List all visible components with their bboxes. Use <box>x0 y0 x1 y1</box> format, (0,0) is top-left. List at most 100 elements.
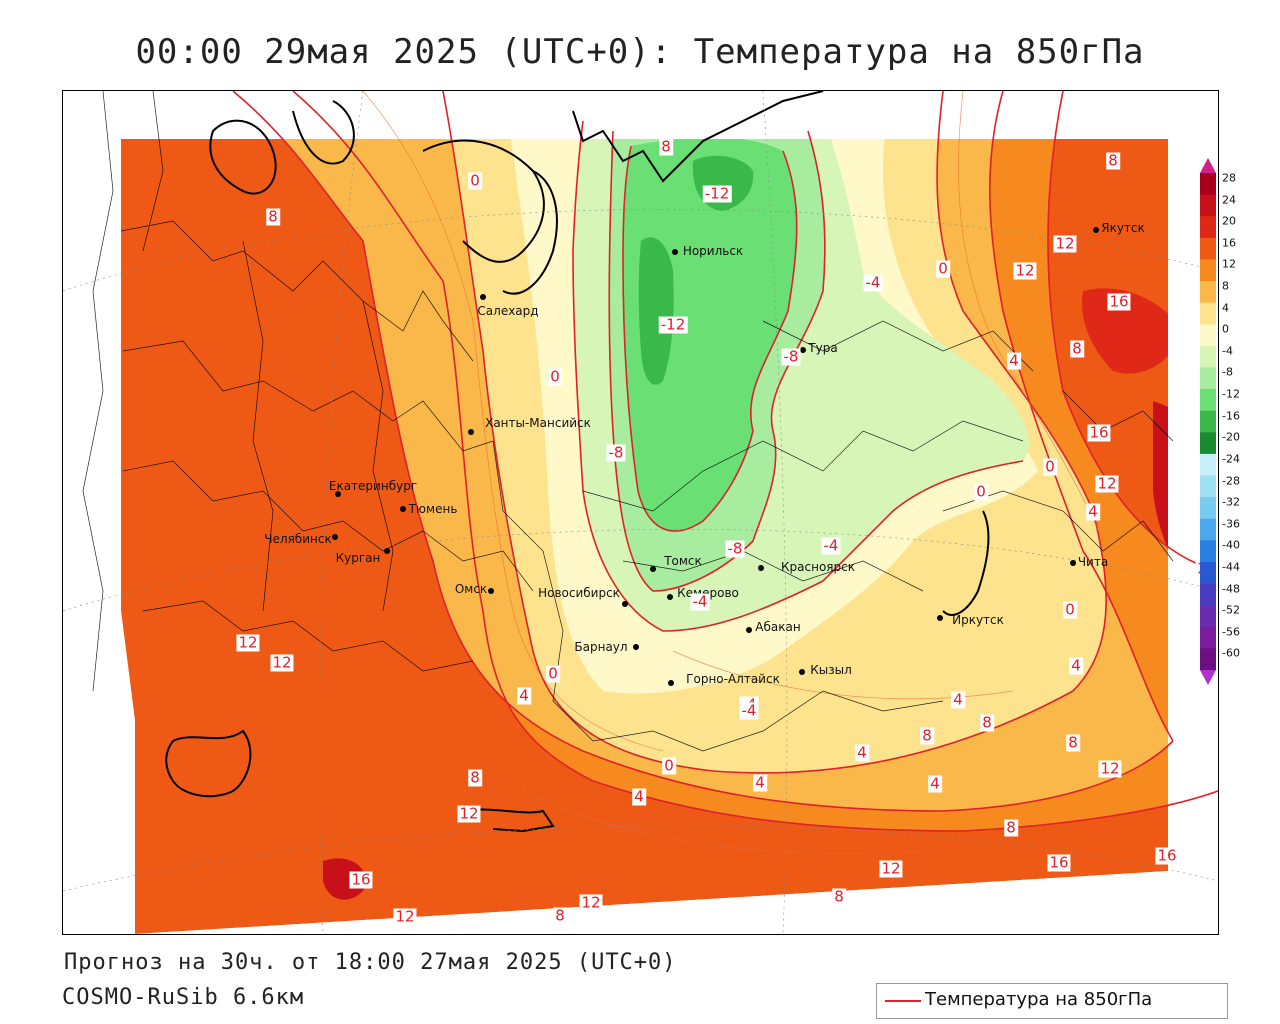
city-label: Барнаул <box>574 640 628 654</box>
colorbar-tick-label: -32 <box>1222 495 1240 509</box>
contour-label: 16 <box>1107 292 1131 311</box>
contour-label: 0 <box>468 171 482 190</box>
city-marker <box>488 588 494 594</box>
colorbar-tick-label: -36 <box>1222 517 1240 531</box>
colorbar-swatch <box>1200 410 1216 433</box>
colorbar-swatch <box>1200 475 1216 498</box>
colorbar-min-arrow <box>1200 670 1216 685</box>
contour-label: -8 <box>606 443 626 462</box>
colorbar-swatch <box>1200 194 1216 217</box>
city-marker <box>758 565 764 571</box>
colorbar-swatch <box>1200 497 1216 520</box>
colorbar-swatch <box>1200 259 1216 282</box>
colorbar-tick-label: -48 <box>1222 582 1240 596</box>
contour-label: -12 <box>702 184 732 203</box>
contour-label: 4 <box>1007 351 1021 370</box>
city-label: Абакан <box>755 620 801 634</box>
colorbar-tick-label: -40 <box>1222 538 1240 552</box>
contour-label: 4 <box>632 787 646 806</box>
colorbar-swatch <box>1200 453 1216 477</box>
colorbar-tick-label: -44 <box>1222 560 1240 574</box>
colorbar-swatches <box>1200 158 1216 685</box>
contour-label: -4 <box>690 592 710 611</box>
contour-label: 12 <box>579 893 603 912</box>
contour-label: 4 <box>517 686 531 705</box>
colorbar-tick-label: 16 <box>1222 236 1236 250</box>
colorbar-tick-label: -4 <box>1222 344 1233 358</box>
model-info: COSMO-RuSib 6.6км <box>62 985 305 1010</box>
contour-label: -4 <box>821 536 841 555</box>
city-label: Красноярск <box>781 560 855 574</box>
city-label: Кызыл <box>810 663 852 677</box>
city-marker <box>800 347 806 353</box>
city-marker <box>384 548 390 554</box>
colorbar-max-arrow <box>1200 158 1216 173</box>
contour-label: -4 <box>739 701 759 720</box>
city-label: Чита <box>1077 555 1109 569</box>
colorbar-tick-label: -56 <box>1222 625 1240 639</box>
colorbar <box>1200 158 1216 685</box>
city-marker <box>1070 560 1076 566</box>
contour-label: 4 <box>855 743 869 762</box>
city-marker <box>468 429 474 435</box>
contour-label: 0 <box>1063 600 1077 619</box>
city-label: Челябинск <box>264 532 332 546</box>
colorbar-tick-label: -12 <box>1222 387 1240 401</box>
contour-label: 16 <box>349 870 373 889</box>
colorbar-tick-label: 8 <box>1222 279 1229 293</box>
colorbar-tick-label: 4 <box>1222 301 1229 315</box>
legend: Температура на 850гПа <box>876 983 1228 1019</box>
contour-label: 12 <box>1053 234 1077 253</box>
city-label: Иркутск <box>952 613 1004 627</box>
map-fields <box>63 91 1218 934</box>
contour-label: 0 <box>1043 457 1057 476</box>
contour-label: 0 <box>548 367 562 386</box>
city-marker <box>799 669 805 675</box>
contour-label: 0 <box>662 756 676 775</box>
city-marker <box>746 627 752 633</box>
contour-label: 12 <box>270 653 294 672</box>
contour-label: -8 <box>781 347 801 366</box>
city-label: Тура <box>808 341 838 355</box>
contour-label: 12 <box>1095 474 1119 493</box>
colorbar-tick-label: 28 <box>1222 171 1236 185</box>
colorbar-swatch <box>1200 432 1216 455</box>
colorbar-tick-label: -8 <box>1222 365 1233 379</box>
temperature-map: Норильск Салехард Тура Ханты-Мансийск Якутск… <box>62 90 1219 935</box>
contour-label: 4 <box>753 773 767 792</box>
contour-label: 8 <box>1066 733 1080 752</box>
city-marker <box>622 601 628 607</box>
contour-label: 0 <box>974 482 988 501</box>
colorbar-swatch <box>1200 345 1216 368</box>
city-marker <box>633 644 639 650</box>
colorbar-tick-label: -16 <box>1222 409 1240 423</box>
city-label: Томск <box>664 554 702 568</box>
contour-label: 4 <box>951 690 965 709</box>
colorbar-swatch <box>1200 518 1216 541</box>
contour-label: 8 <box>920 726 934 745</box>
contour-label: -8 <box>725 539 745 558</box>
contour-label: 12 <box>1013 261 1037 280</box>
page-title: 00:00 29мая 2025 (UTC+0): Температура на… <box>135 32 1145 72</box>
contour-label: 0 <box>546 664 560 683</box>
contour-label: 8 <box>1070 339 1084 358</box>
contour-label: 4 <box>1069 656 1083 675</box>
contour-label: 16 <box>1155 846 1179 865</box>
colorbar-swatch <box>1200 540 1216 563</box>
colorbar-swatch <box>1200 648 1216 671</box>
contour-label: 12 <box>457 804 481 823</box>
city-marker <box>400 506 406 512</box>
city-marker <box>480 294 486 300</box>
contour-label: 16 <box>1047 853 1071 872</box>
contour-label: 4 <box>1086 502 1100 521</box>
city-marker <box>335 491 341 497</box>
colorbar-swatch <box>1200 389 1216 412</box>
colorbar-tick-label: -24 <box>1222 452 1240 466</box>
city-marker <box>668 680 674 686</box>
city-label: Курган <box>335 551 381 565</box>
city-label: Новосибирск <box>538 586 620 600</box>
contour-label: 8 <box>659 137 673 156</box>
contour-label: 8 <box>553 906 567 925</box>
city-label: Екатеринбург <box>328 479 418 493</box>
city-marker <box>672 249 678 255</box>
